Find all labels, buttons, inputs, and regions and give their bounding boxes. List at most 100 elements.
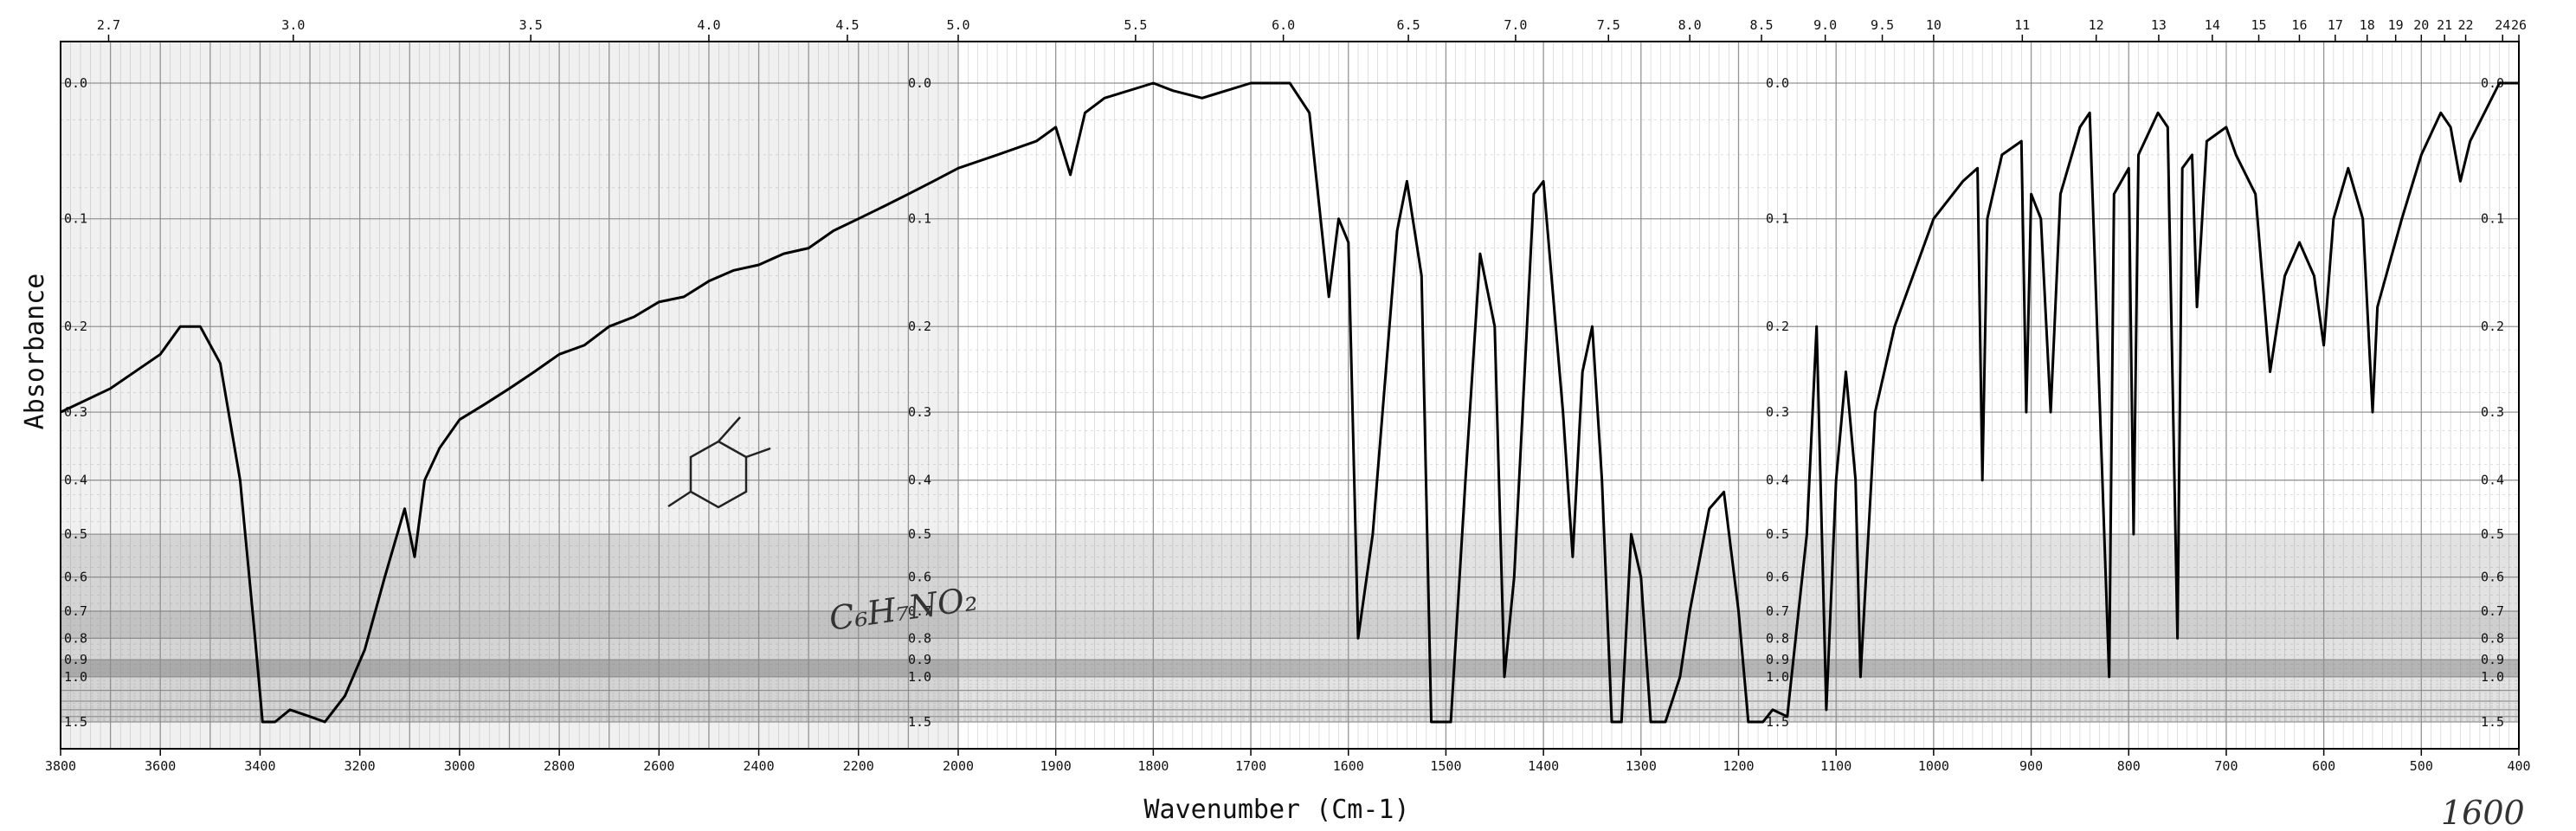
y-tick-label: 0.1 [2481,211,2504,227]
x-tick-label: 1500 [1430,758,1461,774]
top-tick-label: 26 [2511,17,2527,33]
top-tick-label: 11 [2014,17,2030,33]
y-tick-label: 0.4 [2481,473,2504,488]
margin-note: 1600 [2441,794,2525,831]
x-tick-label: 600 [2312,758,2335,774]
x-tick-label: 2800 [544,758,575,774]
y-tick-label: 0.1 [908,211,931,227]
top-tick-label: 8.0 [1678,17,1702,33]
x-tick-label: 1800 [1137,758,1169,774]
x-tick-label: 1300 [1626,758,1657,774]
x-tick-label: 2600 [643,758,674,774]
y-tick-label: 0.6 [908,570,931,585]
top-tick-label: 9.5 [1871,17,1894,33]
top-tick-label: 2.7 [97,17,120,33]
y-tick-label: 1.5 [1766,714,1789,730]
x-axis-ticks: 3800 3600 3400 3200 3000 2800 2600 2400 2200 2000… [45,749,2531,774]
y-tick-label: 0.2 [2481,319,2504,334]
y-tick-label: 0.2 [64,319,87,334]
x-tick-label: 2200 [843,758,874,774]
top-tick-label: 15 [2251,17,2266,33]
x-axis-title: Wavenumber (Cm-1) [1143,795,1409,825]
y-tick-label: 0.3 [1766,404,1789,420]
y-tick-label: 0.6 [64,570,87,585]
top-tick-label: 6.0 [1272,17,1295,33]
y-tick-label: 0.3 [908,404,931,420]
y-tick-label: 0.8 [2481,630,2504,646]
y-tick-label: 0.4 [1766,473,1789,488]
spectrum-trace [60,81,2519,724]
y-tick-label: 0.0 [1766,75,1789,91]
benzene-ring-sketch [689,440,748,509]
y-tick-label: 1.5 [2481,714,2504,730]
y-tick-label: 0.3 [64,404,87,420]
x-tick-label: 3000 [444,758,475,774]
x-tick-label: 1100 [1820,758,1852,774]
y-tick-label: 0.6 [1766,570,1789,585]
x-tick-label: 500 [2410,758,2433,774]
top-tick-label: 19 [2388,17,2404,33]
y-tick-label: 0.7 [64,603,87,619]
x-tick-label: 1700 [1235,758,1266,774]
y-tick-label: 1.0 [2481,669,2504,685]
y-tick-label: 0.7 [908,603,931,619]
top-tick-label: 22 [2458,17,2474,33]
x-tick-label: 1900 [1040,758,1072,774]
y-tick-label: 1.0 [908,669,931,685]
y-tick-label: 0.1 [64,211,87,227]
top-tick-label: 8.5 [1749,17,1773,33]
top-tick-label: 24 [2495,17,2510,33]
y-tick-label: 0.8 [908,630,931,646]
top-tick-label: 18 [2360,17,2375,33]
x-tick-label: 700 [2214,758,2238,774]
y-tick-label: 0.4 [64,473,87,488]
top-tick-label: 6.5 [1397,17,1420,33]
x-tick-label: 2000 [943,758,974,774]
top-tick-label: 5.5 [1124,17,1147,33]
y-tick-label: 0.9 [908,652,931,667]
top-tick-label: 14 [2205,17,2220,33]
bond-sketch-top [718,416,741,442]
top-tick-label: 3.5 [519,17,543,33]
x-tick-label: 1200 [1723,758,1754,774]
x-tick-label: 1000 [1918,758,1949,774]
bond-sketch-right [745,447,771,459]
y-tick-label: 0.8 [1766,630,1789,646]
y-tick-label: 0.6 [2481,570,2504,585]
top-tick-label: 4.0 [697,17,720,33]
x-tick-label: 3600 [145,758,176,774]
y-tick-label: 1.5 [64,714,87,730]
top-tick-label: 3.0 [281,17,305,33]
plot-border [60,41,2520,750]
y-tick-columns: 0.0 0.1 0.2 0.3 0.4 0.5 0.6 0.7 0.8 0.9 1.0 1.5 0.0 0… [64,75,2504,730]
structure-sketch [667,416,771,509]
y-axis-title: Absorbance [20,274,50,430]
x-tick-label: 1400 [1528,758,1559,774]
x-tick-label: 900 [2019,758,2043,774]
top-tick-label: 20 [2413,17,2429,33]
x-tick-label: 400 [2507,758,2530,774]
x-tick-label: 1600 [1333,758,1364,774]
y-tick-label: 0.5 [64,526,87,542]
top-tick-label: 7.5 [1597,17,1620,33]
top-tick-label: 21 [2437,17,2452,33]
y-tick-label: 0.5 [2481,526,2504,542]
y-tick-label: 0.7 [1766,603,1789,619]
y-tick-label: 1.0 [1766,669,1789,685]
top-tick-label: 12 [2089,17,2104,33]
top-tick-label: 17 [2328,17,2343,33]
top-tick-label: 9.0 [1813,17,1837,33]
y-tick-label: 1.5 [908,714,931,730]
top-tick-label: 7.0 [1504,17,1527,33]
y-tick-label: 0.4 [908,473,931,488]
top-tick-label: 4.5 [835,17,859,33]
y-tick-label: 0.5 [908,526,931,542]
x-tick-label: 2400 [743,758,774,774]
y-tick-label: 0.9 [2481,652,2504,667]
top-micrometre-ticks: 2.7 3.0 3.5 4.0 4.5 5.0 5.5 6.0 6.5 7.0 7.5 8.0 8.5 9… [97,17,2527,42]
y-tick-label: 1.0 [64,669,87,685]
y-tick-label: 0.7 [2481,603,2504,619]
bond-sketch-left [667,490,692,508]
x-tick-label: 3200 [345,758,376,774]
